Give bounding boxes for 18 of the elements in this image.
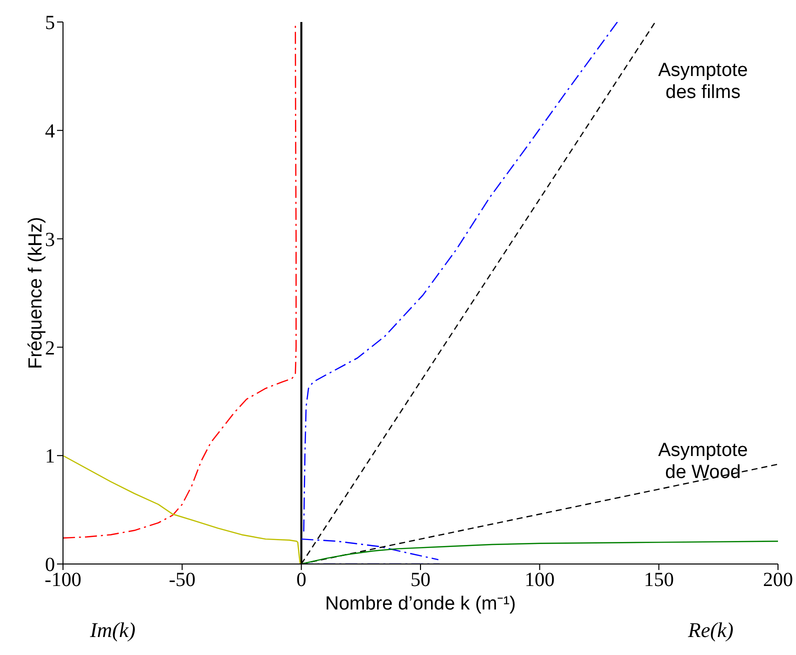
- y-tick-label: 4: [45, 120, 55, 142]
- annotation: Asymptote de Wood: [657, 440, 749, 484]
- x-axis-title: Nombre d’onde k (m⁻¹): [325, 593, 516, 614]
- annotation: Asymptote des films: [657, 60, 749, 104]
- x-tick-label: 200: [763, 569, 793, 592]
- y-axis-title: Fréquence f (kHz): [26, 216, 47, 370]
- x-tick-label: 100: [524, 569, 555, 592]
- y-tick-label: 0: [45, 554, 55, 576]
- x-tick-label: 150: [644, 569, 674, 592]
- x-tick-label: -50: [168, 569, 196, 592]
- text: Re(k): [688, 618, 734, 643]
- y-tick-label: 3: [45, 228, 55, 251]
- y-tick-label: 5: [45, 12, 55, 34]
- y-tick-label: 1: [45, 446, 55, 468]
- x-tick-label: 50: [410, 569, 430, 592]
- y-tick-label: 2: [45, 337, 55, 360]
- text: Im(k): [90, 618, 136, 643]
- x-tick-label: 0: [296, 569, 306, 592]
